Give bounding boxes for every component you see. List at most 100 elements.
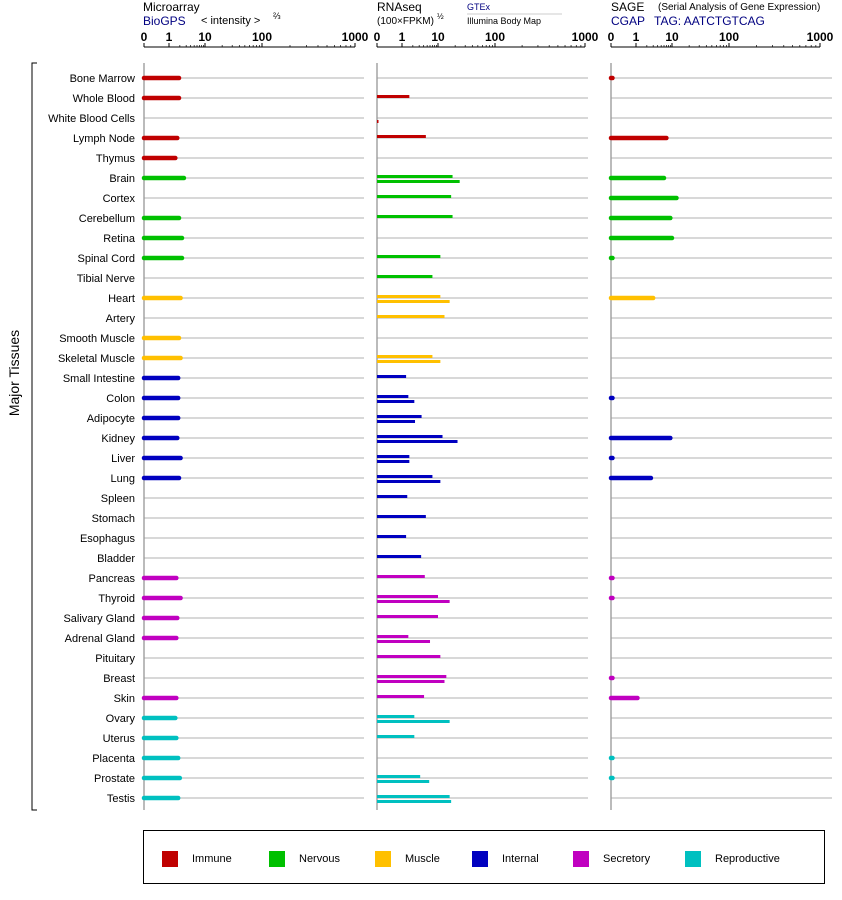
legend-swatch [472,850,488,867]
bar-rnaseq-illumina [377,680,445,683]
panel-title: Microarray [143,0,200,14]
legend-item-nervous: Nervous [269,850,340,867]
bar-rnaseq-gtex [377,595,438,598]
tissue-label: Adipocyte [87,413,135,425]
legend-item-reproductive: Reproductive [685,850,780,867]
tissue-label: Prostate [94,773,135,785]
bar-rnaseq-illumina [377,780,430,783]
tissue-label: Cerebellum [79,213,135,225]
source-gtex: GTEx [467,2,491,12]
tissue-label: Whole Blood [73,93,135,105]
tissue-label: Liver [111,453,135,465]
bar-rnaseq-gtex [377,695,425,698]
x-tick-label: 1 [633,30,640,44]
bar-rnaseq-gtex [377,635,409,638]
tissue-label: Kidney [101,433,135,445]
bar-rnaseq-gtex [377,175,453,178]
bar-rnaseq-gtex [377,455,410,458]
legend-item-immune: Immune [162,850,232,867]
tissue-label: Adrenal Gland [65,633,135,645]
x-tick-label: 10 [431,30,445,44]
tissue-label: Colon [106,393,135,405]
bar-rnaseq-gtex [377,255,441,258]
panel-exponent: ⅔ [273,11,281,21]
tissue-label: Artery [106,313,136,325]
bar-rnaseq-illumina [377,480,441,483]
tissue-label: Esophagus [80,533,136,545]
legend-item-muscle: Muscle [375,850,440,867]
bar-rnaseq-gtex [377,375,407,378]
bar-rnaseq-illumina [377,180,460,183]
x-tick-label: 10 [665,30,679,44]
bar-rnaseq-gtex [377,295,441,298]
x-tick-label: 100 [485,30,505,44]
y-axis-bracket [31,62,37,811]
legend-label: Muscle [405,852,440,865]
tissue-label: Placenta [92,753,136,765]
tissue-label: Pituitary [95,653,135,665]
legend-swatch [685,850,701,867]
tissue-label: Bladder [97,553,135,565]
tissue-label: Spleen [101,493,135,505]
bar-rnaseq-gtex [377,795,450,798]
tissue-label: Salivary Gland [63,613,135,625]
bar-rnaseq-gtex [377,775,421,778]
y-axis: Major Tissues [6,62,37,811]
panel-metric: < intensity > [201,15,260,27]
legend-item-secretory: Secretory [573,850,650,867]
panel-tag: TAG: AATCTGTCAG [654,14,765,28]
legend-label: Internal [502,852,539,865]
x-tick-label: 100 [719,30,739,44]
tissue-label: Thymus [96,153,136,165]
tissue-label: Testis [107,793,136,805]
x-tick-label: 10 [198,30,212,44]
bar-rnaseq-illumina [377,640,431,643]
legend-swatch [573,850,589,867]
bar-rnaseq-gtex [377,555,422,558]
bar-rnaseq-gtex [377,275,433,278]
x-tick-label: 100 [252,30,272,44]
tissue-label: Breast [103,673,135,685]
legend-label: Secretory [603,852,651,865]
x-tick-label: 1 [166,30,173,44]
bar-rnaseq-gtex [377,195,452,198]
bar-rnaseq-illumina [377,720,450,723]
legend: Immune Nervous Muscle Internal Secretory Repr… [143,830,825,884]
bar-rnaseq-illumina [377,460,410,463]
x-tick-label: 0 [374,30,381,44]
y-axis-label: Major Tissues [6,330,22,416]
tissue-label: Uterus [103,733,136,745]
bar-rnaseq-gtex [377,675,447,678]
x-tick-label: 0 [608,30,615,44]
bar-rnaseq-gtex [377,615,438,618]
bar-rnaseq-illumina [377,600,450,603]
bar-rnaseq-illumina [377,360,441,363]
legend-swatch [375,850,391,867]
tissue-label: Pancreas [89,573,136,585]
tissue-label: Heart [108,293,135,305]
panel-title: RNAseq [377,0,422,14]
bar-rnaseq-gtex [377,135,426,138]
tissue-label: Lymph Node [73,133,135,145]
bar-rnaseq-illumina [377,300,450,303]
bar-rnaseq-gtex [377,355,433,358]
panel-exponent: ½ [437,12,444,21]
legend-swatch [162,850,178,867]
tissue-label: Lung [111,473,135,485]
bar-rnaseq-illumina [377,440,458,443]
x-tick-label: 0 [141,30,148,44]
tissue-label: Thyroid [98,593,135,605]
tissue-label: Smooth Muscle [59,333,135,345]
bar-rnaseq-illumina [377,420,416,423]
expression-bars [141,75,679,803]
panel-subtitle: (Serial Analysis of Gene Expression) [658,2,820,13]
tissue-label: Brain [109,173,135,185]
bar-rnaseq-gtex [377,435,443,438]
tissue-label: Small Intestine [63,373,135,385]
bar-rnaseq-illumina [377,120,379,123]
panel-axes: 0 1 10 100 1000 0 1 10 100 1000 0 1 10 100 1000 [141,30,834,810]
legend-swatch [269,850,285,867]
x-tick-label: 1 [399,30,406,44]
